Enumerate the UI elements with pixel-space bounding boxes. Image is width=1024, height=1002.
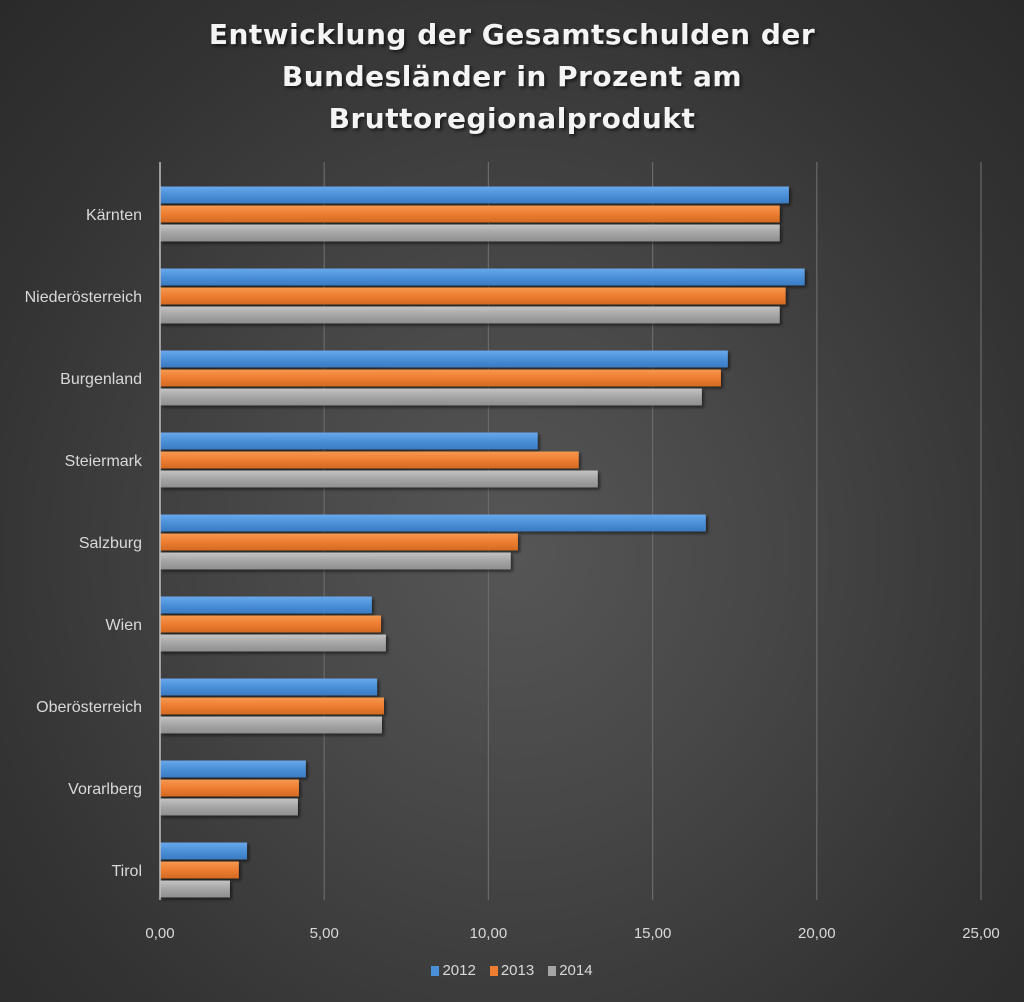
bar-2013-kärnten bbox=[160, 205, 780, 223]
bars bbox=[160, 186, 805, 898]
bar-2013-salzburg bbox=[160, 533, 518, 551]
bar-2013-wien bbox=[160, 615, 382, 633]
bar-2012-tirol bbox=[160, 842, 248, 860]
category-label: Vorarlberg bbox=[68, 781, 142, 798]
legend-swatch-2013 bbox=[489, 965, 498, 976]
bar-2013-steiermark bbox=[160, 451, 579, 469]
bar-2012-oberösterreich bbox=[160, 678, 378, 696]
legend-swatch-2014 bbox=[548, 965, 557, 976]
bar-2014-oberösterreich bbox=[160, 716, 382, 734]
bar-2014-steiermark bbox=[160, 470, 598, 488]
legend-item-2013: 2013 bbox=[489, 962, 535, 979]
bar-2012-burgenland bbox=[160, 350, 728, 368]
bar-2013-tirol bbox=[160, 861, 239, 879]
bar-2014-tirol bbox=[160, 880, 230, 898]
legend-label-2013: 2013 bbox=[500, 962, 535, 979]
bar-2014-niederösterreich bbox=[160, 306, 780, 324]
bar-2013-burgenland bbox=[160, 369, 721, 387]
bar-2013-niederösterreich bbox=[160, 287, 786, 305]
category-label: Kärnten bbox=[86, 207, 142, 224]
chart-title-line-3: Bruttoregionalprodukt bbox=[328, 102, 696, 135]
bar-2012-wien bbox=[160, 596, 372, 614]
bar-2014-burgenland bbox=[160, 388, 702, 406]
category-label: Burgenland bbox=[60, 371, 142, 388]
x-tick-label: 0,00 bbox=[145, 925, 174, 942]
x-tick-label: 20,00 bbox=[798, 925, 836, 942]
chart-title: Entwicklung der Gesamtschulden der Bunde… bbox=[0, 14, 1024, 140]
legend: 2012 2013 2014 bbox=[0, 962, 1024, 979]
bar-2012-niederösterreich bbox=[160, 268, 805, 286]
bar-2014-kärnten bbox=[160, 224, 780, 242]
bar-2014-wien bbox=[160, 634, 386, 652]
category-label: Wien bbox=[106, 617, 142, 634]
category-label: Tirol bbox=[111, 863, 142, 880]
legend-item-2012: 2012 bbox=[431, 962, 476, 979]
bar-2012-vorarlberg bbox=[160, 760, 306, 778]
bar-2014-salzburg bbox=[160, 552, 511, 570]
category-label: Niederösterreich bbox=[25, 289, 142, 306]
bar-2014-vorarlberg bbox=[160, 798, 298, 816]
x-tick-label: 15,00 bbox=[634, 925, 672, 942]
category-label: Oberösterreich bbox=[36, 699, 142, 716]
legend-swatch-2012 bbox=[431, 965, 440, 976]
chart-title-line-2: Bundesländer in Prozent am bbox=[281, 60, 743, 93]
x-tick-label: 25,00 bbox=[962, 925, 1000, 942]
category-label: Steiermark bbox=[65, 453, 143, 470]
legend-label-2012: 2012 bbox=[442, 962, 476, 979]
legend-label-2014: 2014 bbox=[559, 962, 593, 979]
category-label: Salzburg bbox=[79, 535, 142, 552]
bar-2013-oberösterreich bbox=[160, 697, 384, 715]
category-labels: Kärnten Niederösterreich Burgenland Steierm… bbox=[25, 207, 143, 880]
bar-2013-vorarlberg bbox=[160, 779, 299, 797]
chart-title-line-1: Entwicklung der Gesamtschulden der bbox=[208, 18, 816, 51]
x-tick-label: 5,00 bbox=[310, 925, 339, 942]
x-tick-labels: 0,00 5,00 10,00 15,00 20,00 25,00 bbox=[145, 925, 999, 942]
bar-2012-kärnten bbox=[160, 186, 789, 204]
legend-item-2014: 2014 bbox=[548, 962, 593, 979]
x-tick-label: 10,00 bbox=[470, 925, 508, 942]
bar-2012-salzburg bbox=[160, 514, 706, 532]
bar-2012-steiermark bbox=[160, 432, 538, 450]
